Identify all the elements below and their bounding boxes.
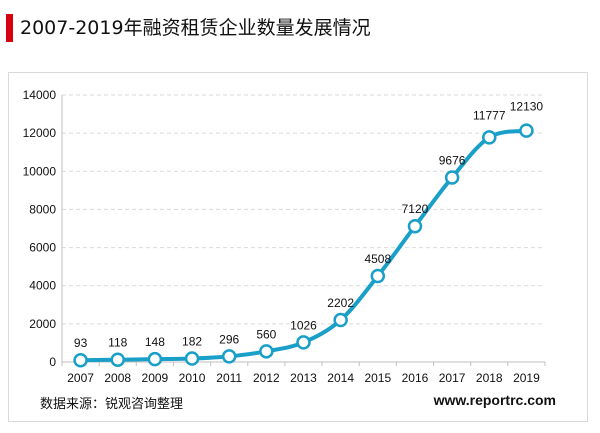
- x-tick-label-2017: 2017: [439, 371, 466, 385]
- x-tick-label-2016: 2016: [402, 371, 429, 385]
- y-tick-label-10000: 10000: [23, 164, 57, 178]
- y-tick-label-12000: 12000: [23, 126, 57, 140]
- chart-frame: [8, 72, 588, 422]
- x-tick-label-2007: 2007: [67, 371, 94, 385]
- x-tick-label-2008: 2008: [104, 371, 131, 385]
- title-accent-bar: [6, 14, 13, 42]
- x-tick-label-2009: 2009: [142, 371, 169, 385]
- data-point-2013: [296, 335, 311, 350]
- website-watermark: www.reportrc.com: [433, 392, 556, 408]
- data-label-2012: 560: [256, 327, 276, 341]
- data-label-2013: 1026: [290, 318, 317, 332]
- y-tick-label-2000: 2000: [29, 317, 56, 331]
- grid-layer: [62, 94, 545, 325]
- data-label-2015: 4508: [364, 252, 391, 266]
- x-tick-label-2019: 2019: [513, 371, 540, 385]
- data-label-2016: 7120: [402, 202, 429, 216]
- data-point-2018: [482, 130, 497, 145]
- data-label-2009: 148: [145, 335, 165, 349]
- y-tick-label-6000: 6000: [29, 241, 56, 255]
- x-tick-label-2012: 2012: [253, 371, 280, 385]
- data-point-2007: [73, 352, 88, 368]
- data-point-2012: [259, 344, 274, 359]
- page-title: 2007-2019年融资租赁企业数量发展情况: [20, 17, 371, 39]
- axis-layer: 0 2000 4000 6000 8000 10000 12000 14000 2007 2008…: [23, 88, 546, 385]
- data-label-2007: 93: [74, 336, 88, 350]
- x-tick-label-2011: 2011: [216, 371, 242, 385]
- data-point-2009: [147, 351, 163, 367]
- y-tick-label-8000: 8000: [29, 202, 56, 216]
- data-label-2017: 9676: [439, 153, 466, 167]
- data-point-2017: [444, 170, 460, 185]
- data-label-2019: 12130: [510, 100, 544, 114]
- data-point-2008: [110, 352, 125, 367]
- label-layer: 93 118 148 182 296 560 1026 2202 4508 7120 9676 117…: [74, 100, 544, 351]
- data-label-2014: 2202: [327, 296, 354, 310]
- y-tick-label-0: 0: [49, 355, 56, 369]
- x-tick-label-2010: 2010: [179, 371, 206, 385]
- data-label-2018: 11777: [473, 108, 506, 122]
- data-point-2014: [333, 312, 348, 328]
- data-label-2011: 296: [219, 332, 239, 346]
- y-tick-label-4000: 4000: [29, 279, 56, 293]
- data-point-2016: [407, 218, 423, 234]
- data-point-2011: [221, 349, 237, 364]
- x-tick-label-2015: 2015: [364, 371, 391, 385]
- data-label-2010: 182: [182, 335, 202, 349]
- x-tick-label-2014: 2014: [327, 371, 354, 385]
- x-tick-label-2013: 2013: [290, 371, 317, 385]
- series-layer: [73, 123, 534, 368]
- data-point-2015: [370, 268, 386, 284]
- data-point-2010: [184, 351, 200, 366]
- x-tick-label-2018: 2018: [476, 371, 503, 385]
- data-point-2019: [519, 123, 534, 138]
- data-label-2008: 118: [108, 336, 127, 350]
- y-tick-label-14000: 14000: [23, 88, 57, 102]
- data-source-note: 数据来源：锐观咨询整理: [40, 397, 184, 412]
